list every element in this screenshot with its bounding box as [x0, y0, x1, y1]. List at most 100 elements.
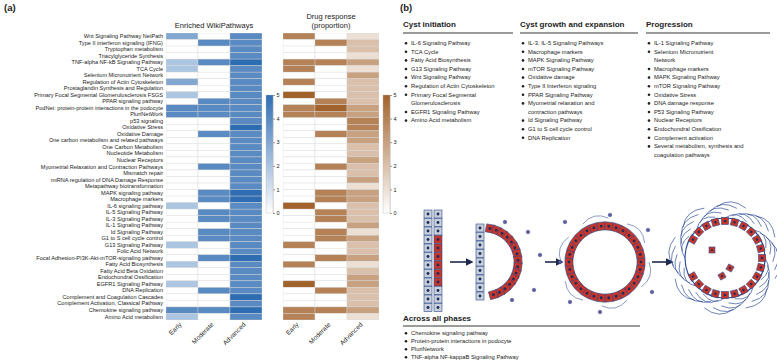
heatmap-cell	[347, 255, 379, 262]
heatmap-cell	[283, 274, 315, 281]
cell-nucleus	[574, 239, 578, 243]
y-tick: One Carbon Metabolism	[102, 144, 166, 150]
heatmap-cell	[315, 124, 347, 131]
heatmap-cell	[166, 255, 198, 262]
cell-body	[752, 235, 762, 245]
cell-nucleus	[697, 282, 701, 286]
heatmap-cell	[315, 46, 347, 53]
y-tick-label: p53 signaling	[130, 118, 163, 124]
cell	[718, 272, 726, 280]
heatmap-cell	[198, 203, 230, 210]
cell-nucleus	[497, 290, 501, 294]
chart-subtitle: (proportion)	[312, 21, 351, 30]
cell-nucleus	[714, 221, 717, 224]
heatmap-cell	[230, 274, 262, 281]
y-tick-label: miRNA regulation of DNA Damage Response	[51, 177, 163, 183]
heatmap-cell	[198, 281, 230, 288]
cell	[434, 253, 442, 261]
bullet-text: Regulation of Actin Cytoskeleton	[411, 83, 494, 89]
heatmap-cell	[166, 183, 198, 190]
y-tick-label: Complement Activation, Classical Pathway	[57, 300, 163, 306]
heatmap-cell	[198, 248, 230, 255]
color-bar-tick-mark	[390, 213, 392, 214]
bullet	[648, 137, 651, 140]
heatmap-cell	[166, 157, 198, 164]
y-tick: Oxidative Damage	[117, 131, 166, 137]
heatmap-cell	[166, 105, 198, 112]
cell-body	[434, 287, 442, 295]
color-bar: 012345	[383, 92, 397, 216]
cell-nucleus	[479, 261, 482, 264]
heatmap-cell	[347, 235, 379, 242]
cell	[434, 295, 442, 303]
heatmap-cell	[283, 170, 315, 177]
heatmap-cell	[198, 235, 230, 242]
cell-nucleus	[437, 298, 440, 301]
heatmap-cell	[198, 307, 230, 314]
y-tick: Amino Acid metabolism	[105, 314, 166, 320]
cell-nucleus	[437, 213, 440, 216]
heatmap-cell	[315, 281, 347, 288]
heatmap-cell	[283, 33, 315, 40]
y-tick-label: Endochondral Ossification	[98, 274, 163, 280]
cell-nucleus	[627, 287, 631, 291]
cell-body	[702, 285, 712, 295]
bullet-text: Several metabolism, synthesis and	[654, 143, 744, 149]
cell-nucleus	[479, 252, 482, 255]
heatmap-cell	[347, 300, 379, 307]
y-tick-label: Mismatch repair	[123, 170, 163, 176]
bullet	[522, 137, 525, 140]
y-tick: Fatty Acid Beta Oxidation	[100, 268, 166, 274]
heatmap-cell	[198, 294, 230, 301]
heatmap-cell	[198, 118, 230, 125]
y-tick-label: Wnt Signaling Pathway NetPath	[84, 33, 163, 39]
cell-body	[694, 227, 704, 237]
heatmap-cell	[315, 85, 347, 92]
heatmap-cell	[283, 79, 315, 86]
heatmap-cell	[198, 300, 230, 307]
cell-body	[434, 278, 442, 286]
cell-body	[424, 295, 432, 303]
color-bar-ramp	[383, 95, 390, 213]
cell	[746, 279, 756, 289]
heatmap-cell	[198, 53, 230, 60]
heatmap-cell	[198, 229, 230, 236]
cell-nucleus	[600, 296, 603, 299]
heatmap-cell	[283, 300, 315, 307]
fiber	[775, 250, 777, 279]
heatmap-cell	[230, 294, 262, 301]
heatmap-cell	[166, 53, 198, 60]
cell-nucleus	[488, 227, 491, 230]
heatmap-cell	[230, 137, 262, 144]
heatmap-cell	[315, 294, 347, 301]
y-tick-label: G13 Signaling Pathway	[105, 242, 163, 248]
immune-cell	[598, 310, 602, 314]
bullet-text: Primary Focal Segmental	[411, 92, 476, 98]
heatmap-cell	[283, 209, 315, 216]
heatmap-cell	[347, 163, 379, 170]
phase-title: Cyst initiation	[403, 20, 456, 29]
heatmap-cell	[166, 190, 198, 197]
cell	[476, 233, 484, 241]
bullet-text: mTOR Signaling Pathway	[654, 83, 720, 89]
heatmap-cell	[283, 235, 315, 242]
heatmap-cell	[315, 248, 347, 255]
color-bar-tick-label: 4	[394, 116, 397, 122]
cell-body	[434, 253, 442, 261]
heatmap-cell	[198, 274, 230, 281]
y-tick: TNF-alpha NF-kB Signaling Pathway	[72, 59, 166, 65]
heatmap-cell	[315, 255, 347, 262]
cell-body	[434, 227, 442, 235]
heatmap-cell	[315, 229, 347, 236]
bullet	[648, 111, 651, 114]
bullet-text: Oxidative Stress	[654, 92, 696, 98]
y-tick: Macrophage markers	[110, 196, 166, 202]
immune-cell	[510, 298, 514, 302]
heatmap-cell	[166, 66, 198, 73]
phase-list: Cyst initiationIL-6 Signaling PathwayTCA…	[403, 20, 513, 123]
y-tick-label: Triacylglyceride Synthesis	[99, 53, 164, 59]
immune-cell	[568, 300, 572, 304]
cell-body	[476, 292, 484, 300]
heatmap-cell	[283, 92, 315, 99]
color-bar-tick: 2	[273, 163, 280, 169]
